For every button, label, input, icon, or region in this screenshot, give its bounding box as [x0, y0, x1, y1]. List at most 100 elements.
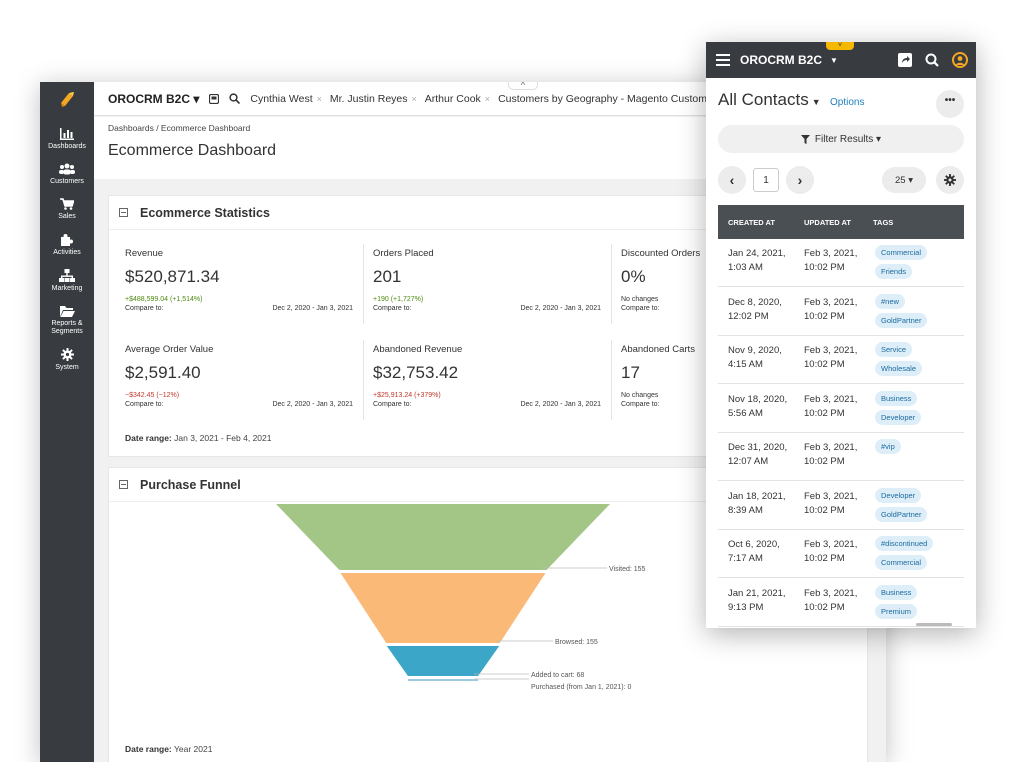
tags-cell: Commercial Friends [875, 245, 928, 279]
chevron-right-icon: › [797, 172, 803, 188]
tag-badge[interactable]: Developer [875, 409, 922, 425]
share-icon[interactable] [898, 53, 912, 67]
sidebar-item-dashboards[interactable]: Dashboards [40, 128, 94, 151]
tag-badge[interactable]: #new [875, 293, 905, 309]
puzzle-icon [60, 234, 73, 246]
table-row[interactable]: Dec 31, 2020, 12:07 AM Feb 3, 2021, 10:02 P… [718, 433, 964, 481]
stat-change: No changes [621, 296, 659, 303]
pinned-tab[interactable]: Arthur Cook [424, 92, 481, 105]
stat-change: No changes [621, 392, 659, 399]
collapse-icon[interactable] [119, 480, 128, 489]
sidebar-item-system[interactable]: System [40, 348, 94, 372]
created-time: 8:39 AM [728, 504, 763, 516]
created-time: 12:02 PM [728, 310, 769, 322]
grid-settings-button[interactable] [936, 166, 964, 194]
tag-badge[interactable]: Service [875, 342, 913, 357]
collapse-header-toggle[interactable]: ˄ [508, 82, 538, 90]
org-switcher[interactable]: OROCRM B2C ▾ [108, 91, 200, 106]
tag-badge[interactable]: Commercial [875, 245, 928, 260]
tag-badge[interactable]: Wholesale [875, 361, 923, 376]
tag-badge[interactable]: Business [875, 584, 918, 600]
page-title: Ecommerce Dashboard [108, 142, 277, 159]
cart-icon [60, 198, 74, 210]
updated-date: Feb 3, 2021, [804, 248, 858, 259]
close-icon[interactable]: × [316, 93, 322, 104]
tags-cell: Service Wholesale [875, 342, 923, 376]
updated-date: Feb 3, 2021, [804, 490, 858, 502]
notification-tab[interactable]: ˅ [826, 42, 854, 50]
page-number-input[interactable]: 1 [753, 168, 779, 192]
table-row[interactable]: Nov 18, 2020, 5:56 AM Feb 3, 2021, 10:02 PM… [718, 385, 964, 433]
filter-results-button[interactable]: Filter Results ▾ [718, 125, 964, 153]
tag-badge[interactable]: Developer [875, 487, 922, 503]
divider [611, 244, 612, 324]
tag-badge[interactable]: Premium [875, 603, 918, 619]
sidebar-item-reports-segments[interactable]: Reports & Segments [40, 305, 94, 336]
tag-badge[interactable]: Friends [875, 264, 913, 279]
tag-badge[interactable]: Commercial [875, 555, 928, 570]
column-header-created-at[interactable]: CREATED AT [728, 218, 775, 227]
table-row[interactable]: Jan 18, 2021, 8:39 AM Feb 3, 2021, 10:02 PM… [718, 482, 964, 530]
widget-header[interactable]: Purchase Funnel [109, 468, 867, 502]
prev-page-button[interactable]: ‹ [718, 166, 746, 194]
pinned-tab[interactable]: Cynthia West [250, 92, 313, 105]
chevron-down-icon[interactable]: ▼ [830, 55, 838, 65]
stat-revenue: Revenue $520,871.34 +$488,599.04 (+1,514… [125, 248, 353, 312]
table-row[interactable]: Jan 21, 2021, 9:13 PM Feb 3, 2021, 10:02 PM… [718, 579, 964, 627]
created-date: Dec 8, 2020, [728, 296, 782, 308]
column-header-tags[interactable]: TAGS [873, 218, 894, 227]
tag-badge[interactable]: Business [875, 390, 918, 406]
stat-compare: Compare to: Dec 2, 2020 - Jan 3, 2021 [125, 305, 353, 312]
funnel-stage-browsed[interactable] [340, 573, 546, 643]
close-icon[interactable]: × [411, 93, 417, 104]
search-icon[interactable] [925, 53, 939, 67]
funnel-stage-added-to-cart[interactable] [386, 646, 500, 676]
table-row[interactable]: Oct 6, 2020, 7:17 AM Feb 3, 2021, 10:02 PM #… [718, 530, 964, 578]
scrollbar[interactable] [916, 623, 952, 626]
tag-badge[interactable]: GoldPartner [875, 312, 928, 328]
sidebar-item-label: Activities [53, 249, 81, 256]
close-icon[interactable]: × [484, 93, 491, 104]
funnel-stage-purchased-from-jan-1-2021[interactable] [407, 679, 479, 681]
compare-label: Compare to: [621, 401, 660, 408]
oro-logo-icon [61, 92, 74, 107]
options-link[interactable]: Options [830, 97, 865, 108]
more-actions-button[interactable]: ••• [936, 90, 964, 118]
table-row[interactable]: Jan 24, 2021, 1:03 AM Feb 3, 2021, 10:02 PM… [718, 239, 964, 287]
widget-header[interactable]: Ecommerce Statistics [109, 196, 867, 230]
column-header-updated-at[interactable]: UPDATED AT [804, 218, 851, 227]
tag-badge[interactable]: GoldPartner [875, 506, 928, 522]
tag-badge[interactable]: #vip [875, 439, 901, 454]
contacts-title[interactable]: All Contacts ▼ [718, 90, 821, 110]
pinned-tab[interactable]: Mr. Justin Reyes [329, 92, 408, 105]
funnel-stage-label: Visited: 155 [609, 566, 646, 573]
user-avatar-icon[interactable] [952, 52, 968, 68]
compare-range: Dec 2, 2020 - Jan 3, 2021 [272, 305, 353, 312]
org-name[interactable]: OROCRM B2C [740, 53, 823, 67]
page-size-select[interactable]: 25 ▾ [882, 167, 926, 193]
table-row[interactable]: Dec 8, 2020, 12:02 PM Feb 3, 2021, 10:02 PM… [718, 288, 964, 336]
table-row[interactable]: Nov 9, 2020, 4:15 AM Feb 3, 2021, 10:02 PM S… [718, 336, 964, 384]
sidebar-item-customers[interactable]: Customers [40, 163, 94, 186]
stat-value: $520,871.34 [125, 267, 220, 286]
hamburger-menu-icon[interactable] [716, 54, 730, 66]
updated-at-cell: Feb 3, 2021, 10:02 PM [804, 538, 857, 566]
updated-time: 10:02 PM [804, 456, 845, 467]
updated-date: Feb 3, 2021, [804, 296, 858, 308]
sidebar-item-marketing[interactable]: Marketing [40, 269, 94, 293]
sidebar-item-activities[interactable]: Activities [40, 233, 94, 257]
search-button[interactable] [229, 93, 241, 104]
collapse-icon[interactable] [119, 208, 128, 217]
tag-badge[interactable]: #discontinued [875, 536, 934, 551]
pinned-tab[interactable]: Customers by Geography - Magento Custome… [498, 92, 722, 105]
pin-page-button[interactable] [209, 93, 220, 104]
sidebar-item-label: Dashboards [48, 143, 86, 150]
funnel-stage-visited[interactable] [276, 504, 610, 570]
sidebar-item-label: Sales [58, 213, 76, 220]
sidebar-item-sales[interactable]: Sales [40, 198, 94, 221]
next-page-button[interactable]: › [786, 166, 814, 194]
compare-label: Compare to: [373, 305, 412, 312]
created-time: 9:13 PM [728, 601, 764, 613]
date-range-value: Jan 3, 2021 - Feb 4, 2021 [174, 433, 272, 443]
oro-logo[interactable] [40, 82, 94, 116]
